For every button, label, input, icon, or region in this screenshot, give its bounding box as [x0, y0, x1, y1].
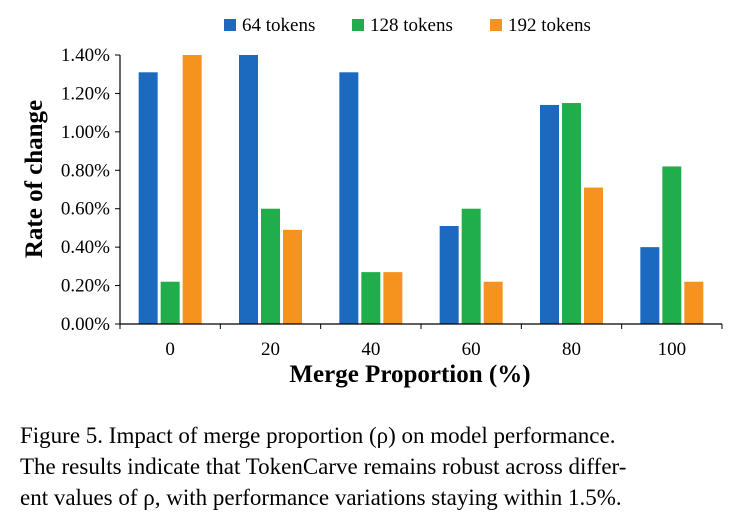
bar-128-tokens-60 [461, 208, 481, 324]
bar-192-tokens-0 [182, 55, 202, 324]
x-axis-title: Merge Proportion (%) [289, 361, 530, 388]
bar-192-tokens-60 [483, 281, 503, 324]
bar-64-tokens-60 [439, 226, 459, 324]
axes [119, 55, 722, 325]
legend-label: 192 tokens [508, 15, 591, 36]
y-tick-label: 1.00% [61, 122, 110, 143]
bar-128-tokens-0 [160, 281, 180, 324]
x-tick-label: 20 [261, 339, 280, 360]
bars [138, 55, 704, 325]
bar-192-tokens-100 [684, 281, 704, 324]
legend: 64 tokens 128 tokens 192 tokens [224, 15, 591, 36]
y-tick-label: 1.20% [61, 83, 110, 104]
bar-64-tokens-40 [339, 72, 359, 325]
y-axis-title: Rate of change [21, 100, 48, 258]
x-tick-label: 40 [361, 339, 380, 360]
bar-128-tokens-20 [261, 208, 280, 324]
x-tick-label: 60 [462, 339, 481, 360]
bar-192-tokens-40 [383, 272, 403, 324]
legend-label: 128 tokens [370, 15, 453, 36]
bar-64-tokens-80 [540, 104, 559, 324]
bar-chart: 64 tokens 128 tokens 192 tokens 0.00% 0.20%… [21, 15, 723, 388]
caption-line: ent values of ρ, with performance variat… [20, 485, 622, 510]
x-tick-label: 80 [562, 339, 581, 360]
legend-swatch-192-tokens [490, 19, 502, 31]
bar-64-tokens-100 [640, 247, 660, 324]
y-tick-label: 0.40% [61, 237, 110, 258]
bar-192-tokens-20 [283, 229, 302, 324]
legend-swatch-64-tokens [224, 19, 236, 31]
bar-128-tokens-80 [562, 103, 581, 325]
x-tick-label: 0 [165, 339, 175, 360]
bar-128-tokens-40 [361, 272, 381, 324]
x-axis-ticks: 0 20 40 60 80 100 [119, 324, 723, 360]
caption-line: Figure 5. Impact of merge proportion (ρ)… [20, 423, 616, 448]
y-axis-ticks: 0.00% 0.20% 0.40% 0.60% 0.80% 1.00% 1.20% 1.40% [61, 45, 120, 335]
x-tick-label: 100 [658, 339, 687, 360]
legend-label: 64 tokens [242, 15, 315, 36]
y-tick-label: 0.00% [61, 314, 110, 335]
caption-line: The results indicate that TokenCarve rem… [20, 454, 627, 479]
y-tick-label: 0.60% [61, 199, 110, 220]
bar-64-tokens-20 [239, 55, 258, 324]
figure-caption: Figure 5. Impact of merge proportion (ρ)… [20, 420, 732, 513]
y-tick-label: 0.80% [61, 160, 110, 181]
bar-192-tokens-80 [584, 187, 603, 324]
y-tick-label: 0.20% [61, 276, 110, 297]
bar-128-tokens-100 [662, 166, 682, 324]
legend-swatch-128-tokens [352, 19, 364, 31]
y-tick-label: 1.40% [61, 45, 110, 66]
bar-64-tokens-0 [138, 72, 158, 325]
